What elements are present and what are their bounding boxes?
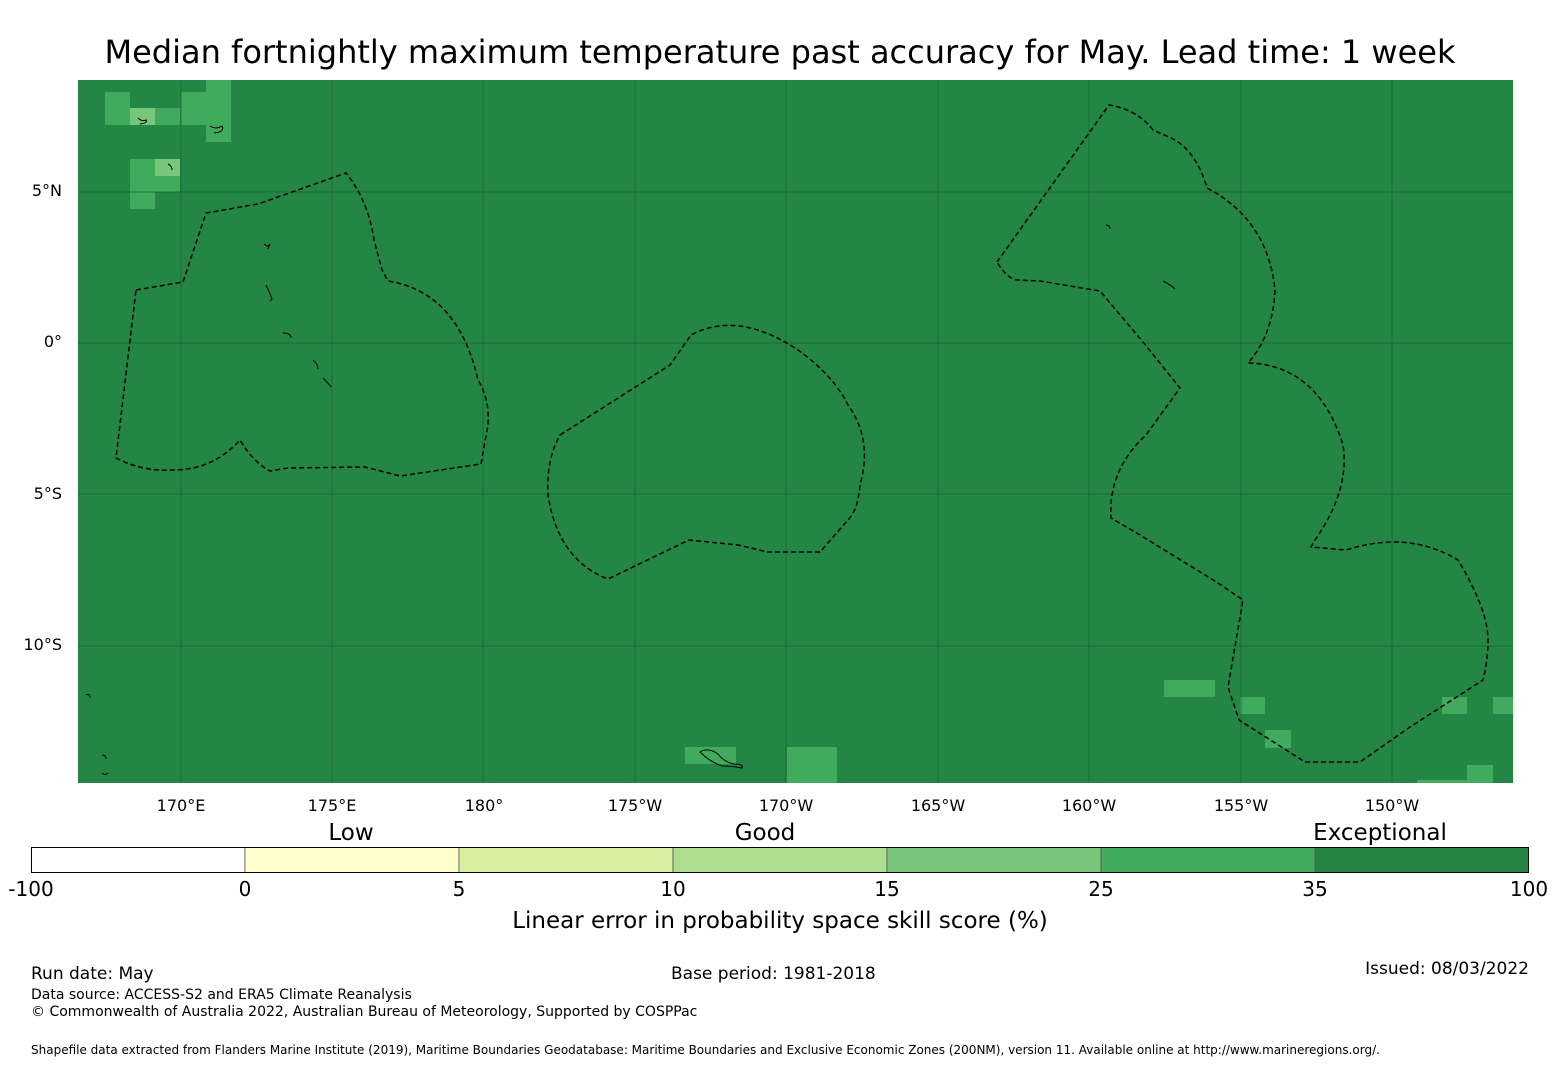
lon-label-155w: 155°W	[1213, 796, 1269, 815]
lon-label-170w: 170°W	[758, 796, 814, 815]
colorbar	[31, 847, 1529, 873]
colorbar-segment	[31, 847, 246, 873]
lat-label-5n: 5°N	[31, 181, 62, 200]
copyright: © Commonwealth of Australia 2022, Austra…	[31, 1004, 698, 1020]
base-period: Base period: 1981-2018	[671, 964, 876, 984]
lat-label-10s: 10°S	[23, 635, 62, 654]
colorbar-segment	[458, 847, 674, 873]
map-title: Median fortnightly maximum temperature p…	[104, 33, 1456, 71]
lon-label-160w: 160°W	[1061, 796, 1117, 815]
colorbar-tick: 5	[452, 877, 466, 901]
lon-label-175w: 175°W	[607, 796, 663, 815]
colorbar-segment	[886, 847, 1102, 873]
lon-label-175e: 175°E	[307, 796, 357, 815]
eez-boundary-tokelau	[547, 324, 866, 580]
colorbar-tick: 15	[874, 877, 900, 901]
colorbar-tick: -100	[8, 877, 54, 901]
data-source: Data source: ACCESS-S2 and ERA5 Climate …	[31, 987, 412, 1003]
shapefile-credit: Shapefile data extracted from Flanders M…	[31, 1043, 1380, 1057]
legend-category-good: Good	[734, 820, 796, 846]
skill-cells-medium	[130, 108, 180, 176]
lat-label-5s: 5°S	[33, 484, 62, 503]
colorbar-tick: 35	[1302, 877, 1328, 901]
map-background	[78, 80, 1513, 783]
colorbar-segment	[672, 847, 888, 873]
colorbar-segment	[1100, 847, 1316, 873]
eez-boundary-line-islands	[996, 104, 1489, 763]
run-date: Run date: May	[31, 964, 154, 984]
colorbar-tick: 10	[660, 877, 686, 901]
legend-category-exceptional: Exceptional	[1313, 820, 1447, 846]
legend-category-low: Low	[328, 820, 374, 846]
colorbar-border	[31, 847, 1529, 873]
colorbar-tick: 0	[238, 877, 252, 901]
lon-label-150w: 150°W	[1364, 796, 1420, 815]
issued-date: Issued: 08/03/2022	[1365, 959, 1529, 979]
lat-label-0: 0°	[43, 332, 62, 351]
lon-label-165w: 165°W	[910, 796, 966, 815]
colorbar-tick: 25	[1088, 877, 1114, 901]
colorbar-tick: 100	[1509, 877, 1549, 901]
eez-boundary-kiribati-gilberts	[115, 172, 490, 477]
colorbar-segment	[1314, 847, 1529, 873]
skill-score-map	[78, 80, 1513, 783]
lon-label-170e: 170°E	[156, 796, 206, 815]
lon-label-180: 180°	[464, 796, 504, 815]
colorbar-segment	[244, 847, 460, 873]
island-outlines	[85, 117, 1176, 775]
gridlines	[78, 80, 1513, 783]
colorbar-label: Linear error in probability space skill …	[512, 908, 1048, 934]
